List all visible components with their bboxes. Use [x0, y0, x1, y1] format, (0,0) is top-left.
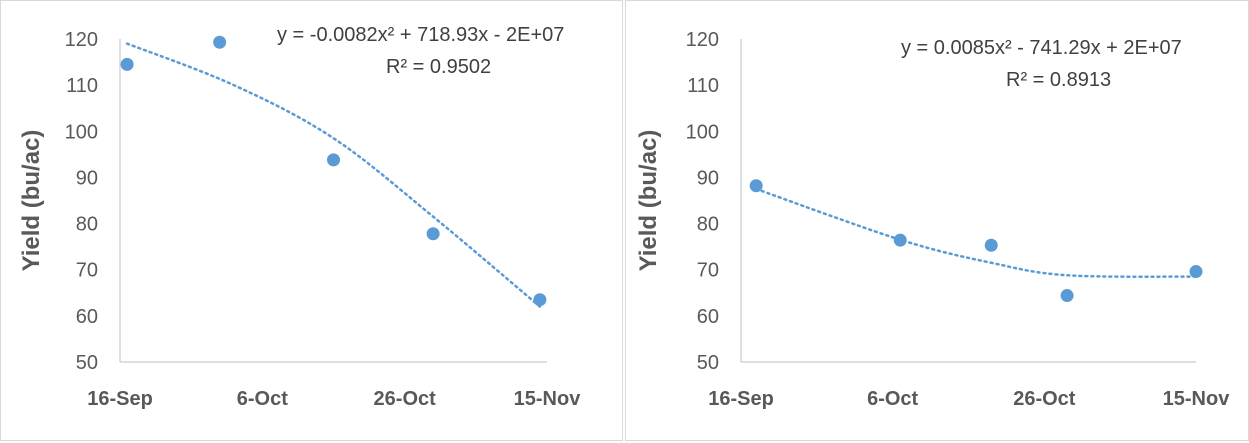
y-tick-label: 80 — [76, 214, 98, 236]
y-tick-label: 120 — [65, 29, 98, 51]
y-tick-label: 70 — [76, 260, 98, 282]
y-tick-label: 110 — [687, 75, 719, 97]
data-point — [1060, 289, 1074, 303]
data-point — [533, 293, 547, 307]
x-tick-label: 6-Oct — [867, 388, 918, 410]
y-tick-label: 60 — [76, 306, 98, 328]
scatter-chart-left: 50 60 70 80 90 100 110 120 16-Sep 6-Oct 26-Oct 15-N… — [18, 24, 582, 410]
trendline-equation: y = -0.0082x² + 718.93x - 2E+07 — [277, 24, 564, 46]
data-point — [1189, 265, 1203, 279]
y-tick-label: 50 — [697, 352, 719, 374]
y-axis-title: Yield (bu/ac) — [635, 130, 662, 272]
trendline-equation: y = 0.0085x² - 741.29x + 2E+07 — [901, 37, 1182, 59]
chart-panel-left: 50 60 70 80 90 100 110 120 16-Sep 6-Oct 26-Oct 15-N… — [0, 0, 623, 441]
data-point — [984, 238, 998, 252]
data-point — [327, 153, 340, 167]
y-tick-label: 50 — [76, 352, 98, 374]
y-tick-label: 80 — [697, 214, 719, 236]
x-tick-label: 16-Sep — [87, 388, 153, 410]
y-tick-label: 70 — [697, 260, 719, 282]
x-tick-label: 15-Nov — [1163, 388, 1231, 410]
y-tick-label: 110 — [66, 75, 98, 97]
y-tick-label: 100 — [65, 121, 98, 143]
x-tick-label: 15-Nov — [514, 388, 582, 410]
data-point — [749, 179, 763, 193]
data-point — [893, 233, 907, 247]
trendline — [125, 42, 542, 308]
y-tick-label: 90 — [76, 167, 98, 189]
y-tick-label: 120 — [686, 29, 719, 51]
data-point — [426, 227, 440, 241]
x-tick-label: 26-Oct — [1013, 388, 1076, 410]
data-point — [213, 35, 227, 49]
trendline-r-squared: R² = 0.9502 — [386, 56, 491, 78]
trendline — [754, 187, 1198, 278]
scatter-chart-right: 50 60 70 80 90 100 110 120 16-Sep 6-Oct 26-Oct 15-N… — [635, 29, 1231, 410]
y-tick-label: 60 — [697, 306, 719, 328]
trendline-r-squared: R² = 0.8913 — [1006, 69, 1111, 91]
y-tick-label: 100 — [686, 121, 719, 143]
y-axis-title: Yield (bu/ac) — [18, 130, 45, 272]
x-tick-label: 6-Oct — [237, 388, 288, 410]
y-tick-label: 90 — [697, 167, 719, 189]
data-point — [120, 57, 134, 71]
x-tick-label: 26-Oct — [374, 388, 437, 410]
x-tick-label: 16-Sep — [708, 388, 774, 410]
chart-panel-right: 50 60 70 80 90 100 110 120 16-Sep 6-Oct 26-Oct 15-N… — [625, 0, 1249, 441]
